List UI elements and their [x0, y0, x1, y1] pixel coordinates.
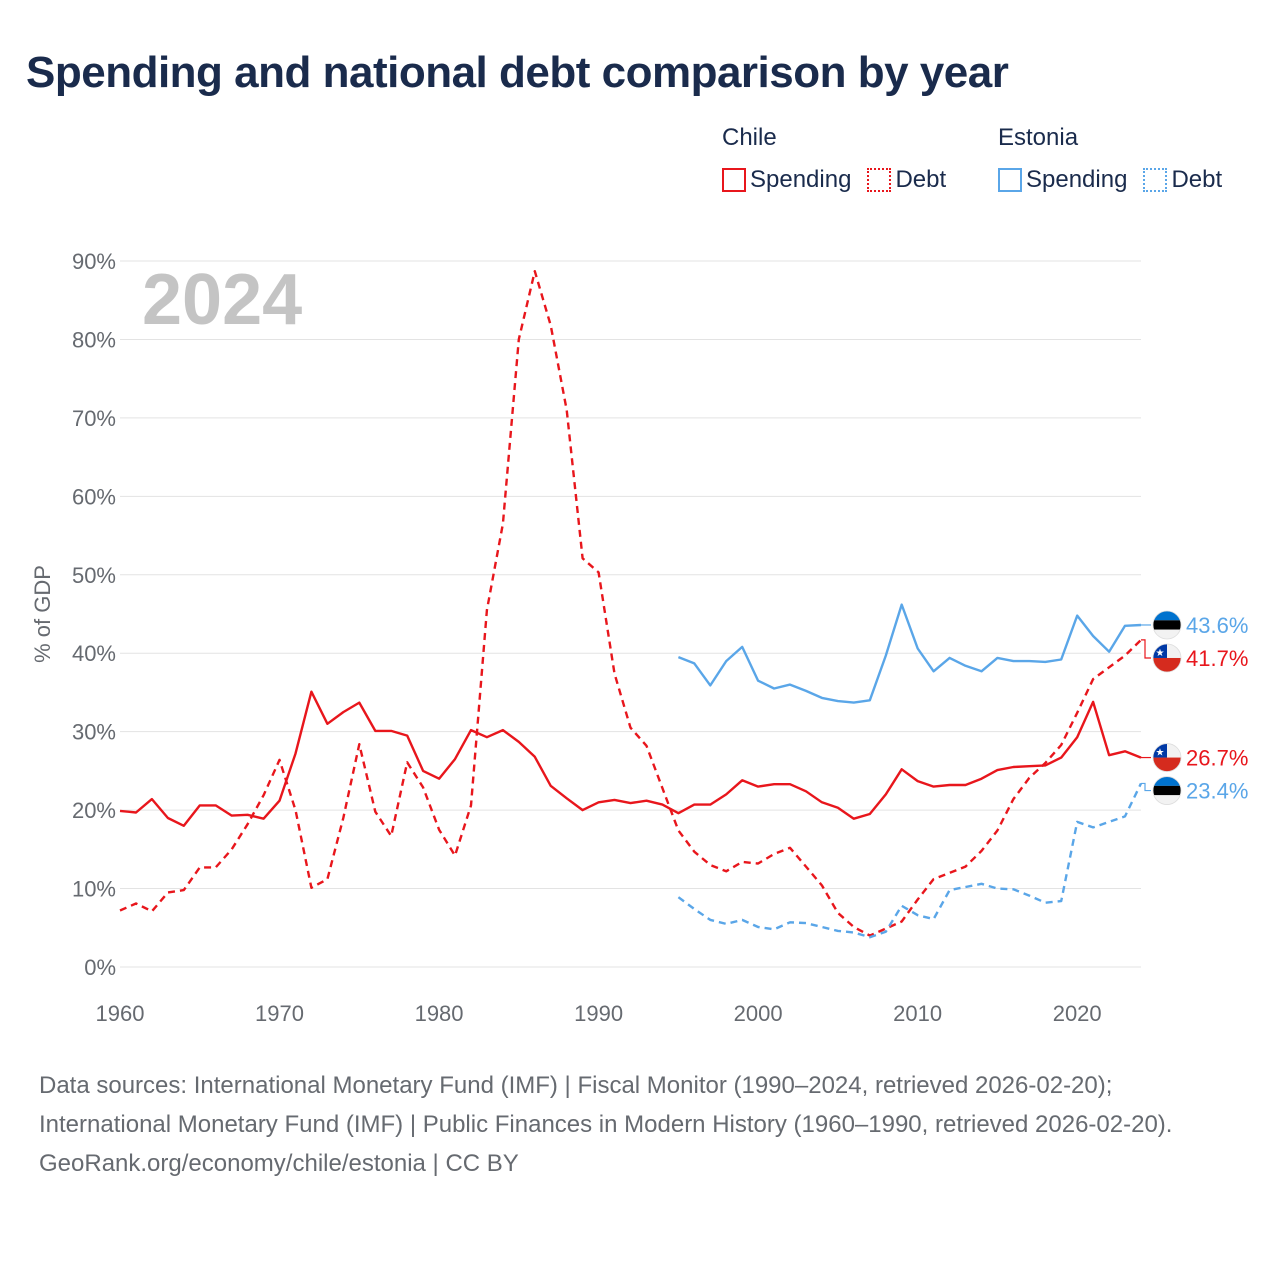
- end-label-connector: [1141, 782, 1151, 792]
- legend-country-estonia: Estonia: [998, 124, 1079, 151]
- legend-label: Spending: [1026, 166, 1128, 193]
- chile-flag-icon: ★: [1152, 643, 1182, 673]
- legend-label: Spending: [750, 166, 852, 193]
- legend-label: Debt: [895, 166, 947, 193]
- legend-swatch-dotted: [867, 168, 892, 192]
- x-tick-label: 2000: [734, 1001, 783, 1026]
- end-value-label: 23.4%: [1186, 779, 1248, 804]
- chile-flag-icon: ★: [1152, 743, 1182, 772]
- estonia-flag-icon: [1152, 610, 1182, 640]
- grid-lines: [120, 260, 1141, 968]
- line-chart: 2024 0%10%20%30%40%50%60%70%80%90% 1960 1…: [30, 249, 1248, 1026]
- series-line-chile-debt[interactable]: [119, 270, 1142, 937]
- end-value-label: 43.6%: [1186, 613, 1248, 638]
- estonia-flag-icon: [1152, 776, 1182, 805]
- data-sources: Data sources: International Monetary Fun…: [39, 1072, 1173, 1138]
- x-tick-label: 2010: [893, 1001, 942, 1026]
- legend-swatch-solid: [722, 168, 746, 192]
- y-tick-label: 60%: [72, 484, 116, 509]
- y-tick-label: 0%: [84, 955, 116, 980]
- y-tick-label: 50%: [72, 563, 116, 588]
- y-tick-label: 30%: [72, 720, 116, 745]
- y-tick-label: 90%: [72, 249, 116, 274]
- legend-item-chile-debt[interactable]: Debt: [867, 166, 946, 194]
- x-tick-label: 1990: [574, 1001, 623, 1026]
- legend-label: Debt: [1171, 166, 1223, 193]
- svg-text:★: ★: [1156, 648, 1165, 659]
- x-tick-label: 1980: [415, 1001, 464, 1026]
- legend-swatch-dotted: [1143, 168, 1168, 192]
- year-watermark: 2024: [142, 260, 302, 340]
- legend-item-chile-spending[interactable]: Spending: [722, 166, 851, 194]
- y-tick-label: 10%: [72, 877, 116, 902]
- end-value-label: 41.7%: [1186, 646, 1248, 671]
- legend-item-estonia-spending[interactable]: Spending: [998, 166, 1127, 194]
- y-tick-label: 20%: [72, 798, 116, 823]
- x-tick-label: 2020: [1053, 1001, 1102, 1026]
- legend-country-chile: Chile: [722, 124, 777, 151]
- legend-item-estonia-debt[interactable]: Debt: [1143, 166, 1222, 194]
- y-tick-label: 40%: [72, 641, 116, 666]
- series-line-estonia-spending[interactable]: [677, 603, 1142, 704]
- y-axis-labels: 0% 10% 20% 30% 40% 50% 60% 70% 80% 90%: [72, 249, 116, 980]
- end-value-label: 26.7%: [1186, 746, 1248, 771]
- series-line-chile-spending[interactable]: [119, 690, 1142, 827]
- series-line-estonia-debt[interactable]: [677, 782, 1143, 939]
- y-axis-title: % of GDP: [30, 565, 55, 663]
- end-labels: 43.6% ★ 41.7% ★ 26.7% 23.4%: [1141, 610, 1248, 805]
- end-label-connector: [1141, 639, 1151, 659]
- credit-link[interactable]: GeoRank.org/economy/chile/estonia | CC B…: [39, 1150, 519, 1177]
- legend-group-chile: Chile Spending Debt: [722, 124, 946, 194]
- y-tick-label: 80%: [72, 327, 116, 352]
- series-lines: [119, 270, 1143, 939]
- y-tick-label: 70%: [72, 406, 116, 431]
- x-tick-label: 1970: [255, 1001, 304, 1026]
- svg-text:★: ★: [1156, 748, 1165, 759]
- legend-swatch-solid: [998, 168, 1022, 192]
- x-tick-label: 1960: [96, 1001, 145, 1026]
- chart-title: Spending and national debt comparison by…: [26, 48, 1009, 97]
- footer: Data sources: International Monetary Fun…: [39, 1066, 1239, 1183]
- x-axis-labels: 1960 1970 1980 1990 2000 2010 2020: [96, 1001, 1102, 1026]
- legend-group-estonia: Estonia Spending Debt: [998, 124, 1222, 194]
